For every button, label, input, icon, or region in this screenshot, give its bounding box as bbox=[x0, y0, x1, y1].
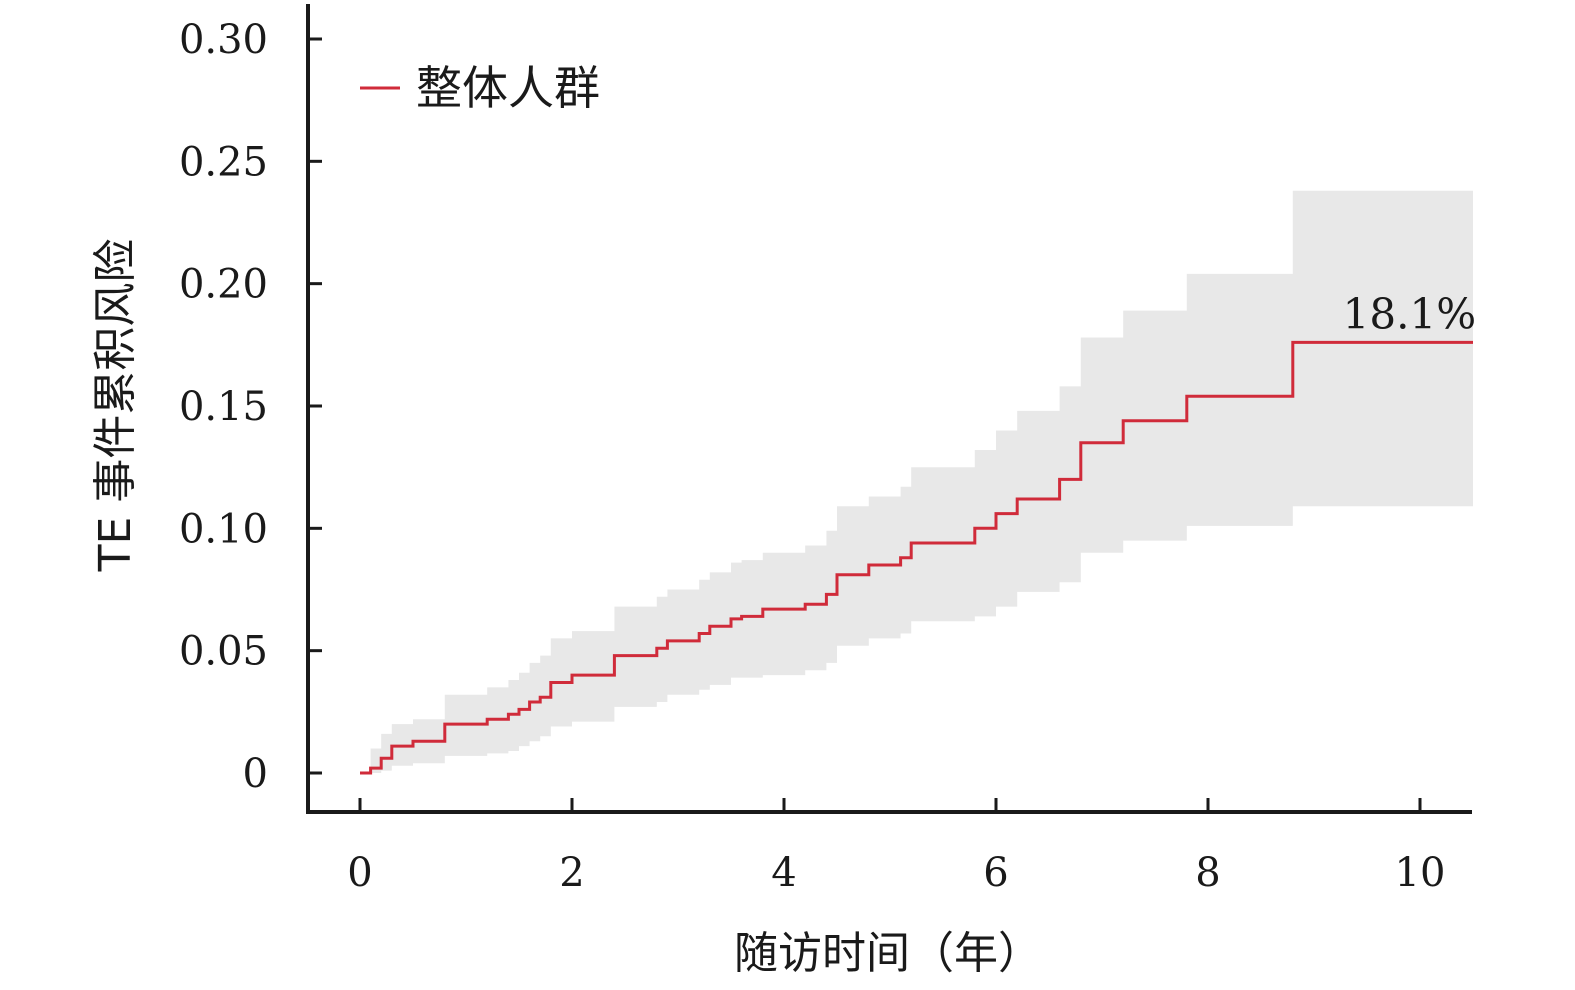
y-tick-label: 0.15 bbox=[179, 384, 268, 430]
legend: 整体人群 bbox=[360, 61, 600, 115]
x-tick-label: 10 bbox=[1395, 850, 1446, 896]
y-axis-title: TE 事件累积风险 bbox=[90, 239, 141, 573]
y-tick-label: 0 bbox=[243, 751, 268, 797]
series-layer bbox=[360, 340, 1473, 775]
x-tick-label: 6 bbox=[983, 850, 1008, 896]
x-tick-label: 4 bbox=[771, 850, 796, 896]
y-tick-label: 0.10 bbox=[179, 506, 268, 552]
annotations: 18.1% bbox=[1343, 289, 1476, 338]
confidence-band bbox=[360, 190, 1473, 773]
tick-labels: 0 0.05 0.10 0.15 0.20 0.25 0.30 0 2 4 6 8 10 bbox=[179, 17, 1446, 896]
y-tick-label: 0.05 bbox=[179, 629, 268, 675]
annotation-label: 18.1% bbox=[1343, 289, 1476, 338]
legend-label: 整体人群 bbox=[416, 61, 600, 115]
series-line-整体人群 bbox=[360, 340, 1473, 775]
x-tick-label: 8 bbox=[1195, 850, 1220, 896]
y-tick-label: 0.25 bbox=[179, 139, 268, 185]
x-tick-label: 0 bbox=[347, 850, 372, 896]
x-tick-label: 2 bbox=[559, 850, 584, 896]
ci-band-整体人群 bbox=[360, 190, 1473, 773]
x-axis-title: 随访时间（年） bbox=[734, 928, 1042, 979]
axes bbox=[306, 4, 1472, 814]
y-tick-label: 0.20 bbox=[179, 262, 268, 308]
y-tick-label: 0.30 bbox=[179, 17, 268, 63]
